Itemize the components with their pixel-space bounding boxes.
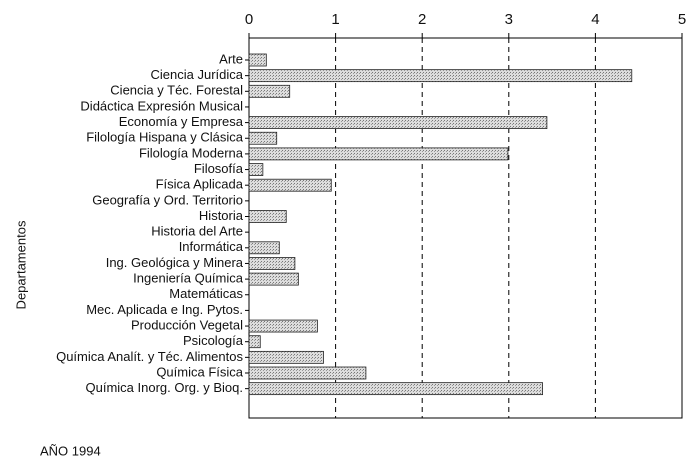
bar xyxy=(248,382,543,396)
bar xyxy=(248,210,287,223)
y-tick-label: Didáctica Expresión Musical xyxy=(80,98,243,113)
y-tick-label: Física Aplicada xyxy=(156,177,244,192)
bar xyxy=(248,366,367,380)
y-tick-label: Producción Vegetal xyxy=(131,317,243,332)
y-tick-label: Arte xyxy=(219,51,243,66)
x-tick-label: 4 xyxy=(591,11,599,28)
y-tick-label: Historia xyxy=(199,208,244,223)
y-tick-label: Economía y Empresa xyxy=(119,114,244,129)
bar xyxy=(248,163,264,176)
y-tick-label: Historia del Arte xyxy=(151,224,243,239)
x-tick-label: 5 xyxy=(678,11,686,28)
y-tick-label: Química Física xyxy=(156,364,243,379)
y-axis-label: Departamentos xyxy=(13,220,28,309)
y-tick-label: Química Analít. y Téc. Alimentos xyxy=(56,349,243,364)
bar xyxy=(248,116,548,129)
plot-frame xyxy=(248,37,683,419)
bar xyxy=(248,178,332,192)
y-tick-label: Ciencia Jurídica xyxy=(151,67,244,82)
y-tick-label: Ing. Geológica y Minera xyxy=(106,255,244,270)
x-tick-label: 2 xyxy=(418,11,426,28)
y-tick-label: Geografía y Ord. Territorio xyxy=(92,192,243,207)
footer: AÑO 1994 xyxy=(40,443,101,458)
y-tick-label: Ingeniería Química xyxy=(133,271,244,286)
bar xyxy=(248,257,296,270)
bar xyxy=(248,84,291,98)
x-tick-label: 1 xyxy=(331,11,339,28)
bar xyxy=(248,147,509,161)
x-tick-label: 3 xyxy=(505,11,513,28)
bar xyxy=(248,241,280,255)
bar xyxy=(248,53,267,67)
y-tick-label: Informática xyxy=(179,239,244,254)
bar xyxy=(248,335,261,349)
y-tick-label: Ciencia y Téc. Forestal xyxy=(110,83,243,98)
y-tick-label: Psicología xyxy=(183,333,244,348)
y-tick-label: Filología Moderna xyxy=(139,145,244,160)
x-tick-label: 0 xyxy=(245,11,253,28)
y-tick-label: Mec. Aplicada e Ing. Pytos. xyxy=(86,302,243,317)
y-tick-label: Matemáticas xyxy=(169,286,243,301)
bar xyxy=(248,272,299,286)
y-tick-label: Filosofía xyxy=(194,161,244,176)
y-tick-label: Química Inorg. Org. y Bioq. xyxy=(85,380,243,395)
bar xyxy=(248,350,324,364)
bar xyxy=(248,319,318,333)
bar xyxy=(248,131,278,145)
bar xyxy=(248,69,633,83)
y-tick-label: Filología Hispana y Clásica xyxy=(86,130,244,145)
